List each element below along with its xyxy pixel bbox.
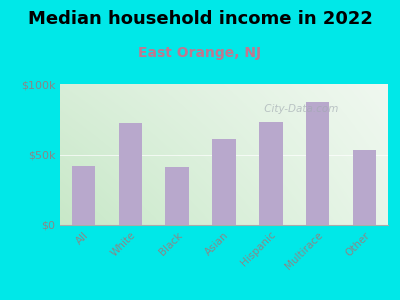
Bar — [166, 167, 189, 225]
Bar — [259, 122, 282, 225]
Bar — [306, 102, 330, 225]
Text: City-Data.com: City-Data.com — [261, 104, 338, 114]
Text: Median household income in 2022: Median household income in 2022 — [28, 11, 372, 28]
Bar — [72, 166, 95, 225]
Bar — [212, 139, 236, 225]
Bar — [118, 124, 142, 225]
Text: East Orange, NJ: East Orange, NJ — [138, 46, 262, 61]
Bar — [353, 150, 376, 225]
